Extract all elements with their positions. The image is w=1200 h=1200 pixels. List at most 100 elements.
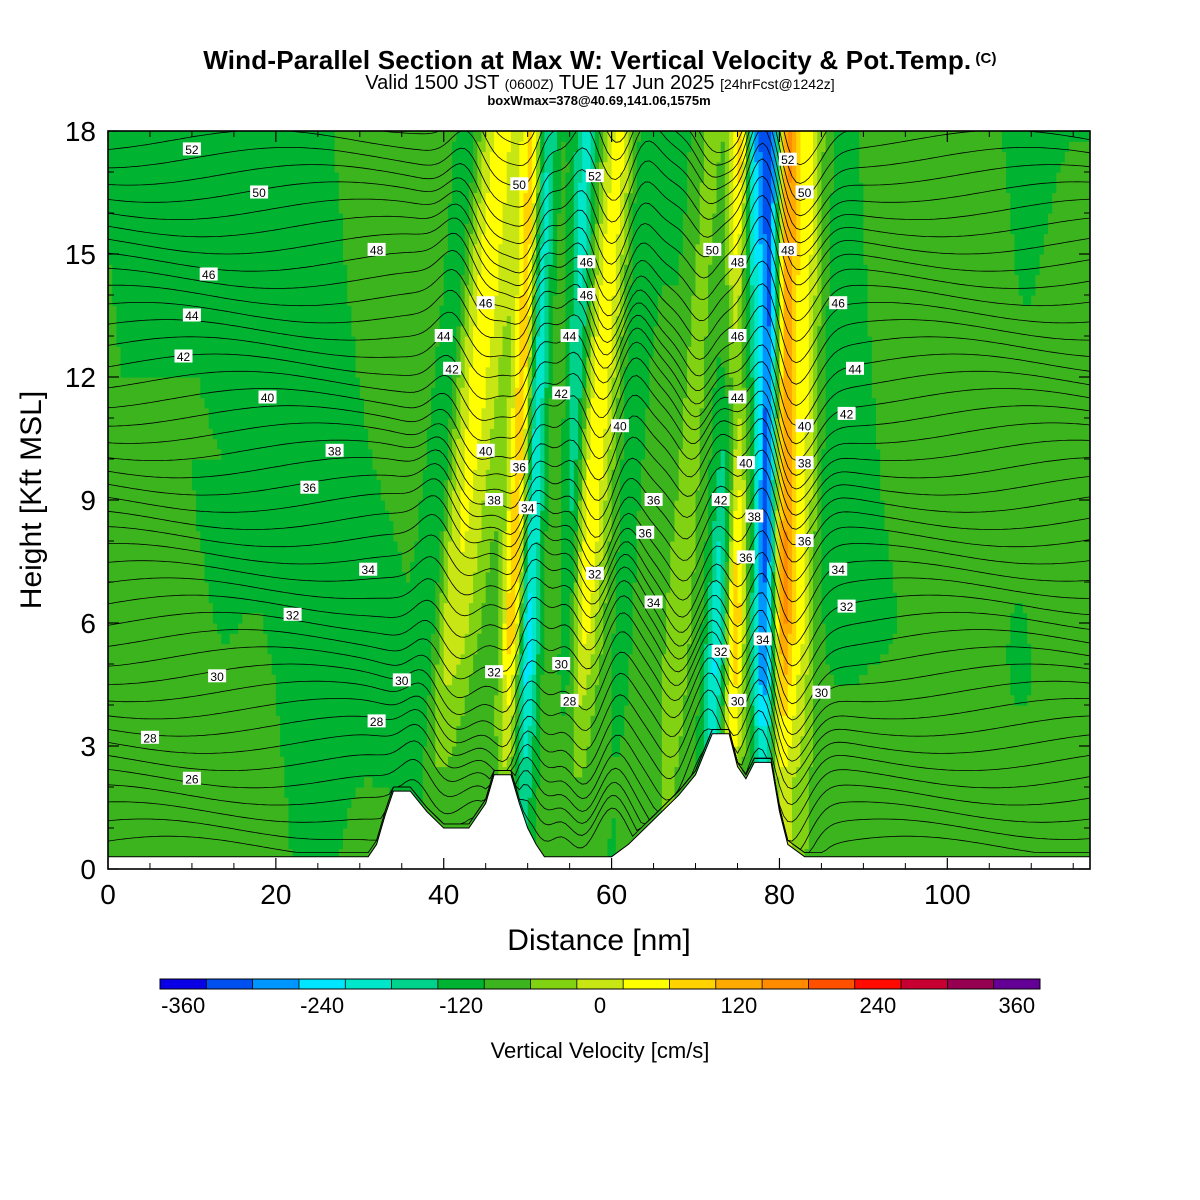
velocity-cell: [804, 438, 814, 450]
valid-utc: (0600Z): [504, 76, 554, 92]
copyright-mark: (C): [975, 50, 997, 67]
theta-label-text: 30: [395, 674, 409, 688]
colorbar-label: Vertical Velocity [cm/s]: [490, 1038, 710, 1063]
velocity-cell: [775, 151, 781, 163]
velocity-cell: [544, 151, 554, 163]
velocity-cell: [506, 315, 512, 327]
velocity-cell: [561, 674, 571, 686]
velocity-cell: [578, 653, 592, 665]
velocity-cell: [607, 848, 617, 860]
velocity-cell: [817, 202, 822, 214]
velocity-cell: [779, 530, 785, 542]
velocity-cell: [519, 541, 525, 552]
velocity-cell: [611, 520, 621, 532]
velocity-cell: [771, 684, 776, 696]
velocity-cell: [108, 397, 206, 409]
theta-contour-line: [108, 729, 1090, 853]
velocity-cell: [443, 520, 449, 532]
velocity-cell: [565, 346, 571, 358]
velocity-cell: [758, 295, 764, 306]
velocity-cell: [754, 182, 760, 194]
velocity-cell: [531, 315, 537, 327]
velocity-cell: [1064, 151, 1090, 163]
velocity-cell: [804, 520, 810, 532]
velocity-cell: [687, 377, 705, 388]
velocity-cell: [468, 407, 483, 419]
velocity-cell: [632, 202, 688, 214]
velocity-cell: [695, 274, 709, 286]
velocity-cell: [590, 192, 596, 204]
velocity-cell: [607, 223, 621, 235]
velocity-cell: [762, 305, 768, 317]
velocity-cell: [548, 202, 554, 214]
velocity-cell: [573, 182, 579, 194]
velocity-cell: [527, 346, 533, 358]
velocity-cell: [724, 694, 730, 706]
velocity-cell: [729, 223, 734, 235]
velocity-cell: [212, 428, 369, 440]
velocity-cell: [733, 510, 743, 522]
velocity-cell: [523, 274, 529, 286]
velocity-cell: [884, 520, 1090, 532]
velocity-cell: [552, 336, 566, 347]
velocity-cell: [800, 151, 814, 163]
velocity-cell: [506, 674, 512, 686]
velocity-cell: [477, 643, 499, 655]
velocity-cell: [670, 541, 697, 552]
velocity-cell: [544, 500, 550, 511]
velocity-cell: [548, 377, 554, 388]
velocity-cell: [703, 602, 709, 614]
velocity-cell: [502, 571, 508, 583]
velocity-cell: [649, 397, 684, 409]
velocity-cell: [762, 366, 772, 378]
velocity-cell: [636, 510, 676, 522]
theta-label-box: [182, 308, 201, 322]
velocity-cell: [519, 653, 525, 665]
x-tick-label: 100: [924, 879, 971, 910]
velocity-cell: [792, 305, 797, 317]
theta-label: 42: [711, 493, 730, 508]
velocity-cell: [796, 705, 806, 716]
velocity-cell: [771, 305, 776, 317]
velocity-cell: [636, 530, 676, 542]
velocity-cell: [510, 746, 516, 757]
velocity-cell: [615, 243, 625, 255]
velocity-cell: [666, 643, 688, 655]
velocity-cell: [628, 346, 655, 358]
velocity-cell: [519, 325, 529, 337]
velocity-cell: [447, 438, 453, 450]
velocity-cell: [519, 264, 525, 276]
velocity-cell: [435, 746, 453, 757]
velocity-cell: [536, 284, 541, 296]
velocity-cell: [632, 274, 680, 286]
velocity-cell: [594, 315, 600, 327]
velocity-cell: [120, 366, 357, 378]
velocity-cell: [813, 735, 1090, 747]
velocity-cell: [817, 448, 822, 460]
velocity-cell: [804, 469, 814, 481]
velocity-cell: [447, 551, 478, 563]
velocity-cell: [506, 530, 512, 542]
velocity-cell: [544, 438, 550, 450]
velocity-cell: [523, 202, 533, 214]
velocity-cell: [519, 223, 525, 235]
velocity-cell: [603, 459, 608, 470]
velocity-cell: [624, 305, 629, 317]
velocity-cell: [775, 582, 781, 593]
velocity-cell: [750, 387, 755, 399]
velocity-cell: [792, 571, 797, 583]
velocity-cell: [792, 561, 797, 573]
velocity-cell: [334, 161, 453, 173]
velocity-cell: [573, 715, 592, 727]
velocity-cell: [519, 787, 533, 798]
velocity-cell: [565, 305, 575, 317]
velocity-cell: [762, 315, 768, 327]
velocity-cell: [624, 295, 629, 306]
velocity-cell: [813, 592, 822, 604]
velocity-cell: [666, 623, 692, 634]
velocity-cell: [750, 213, 755, 224]
velocity-cell: [766, 582, 772, 593]
theta-label: 42: [174, 349, 193, 364]
velocity-cell: [531, 223, 537, 235]
velocity-cell: [527, 448, 533, 460]
